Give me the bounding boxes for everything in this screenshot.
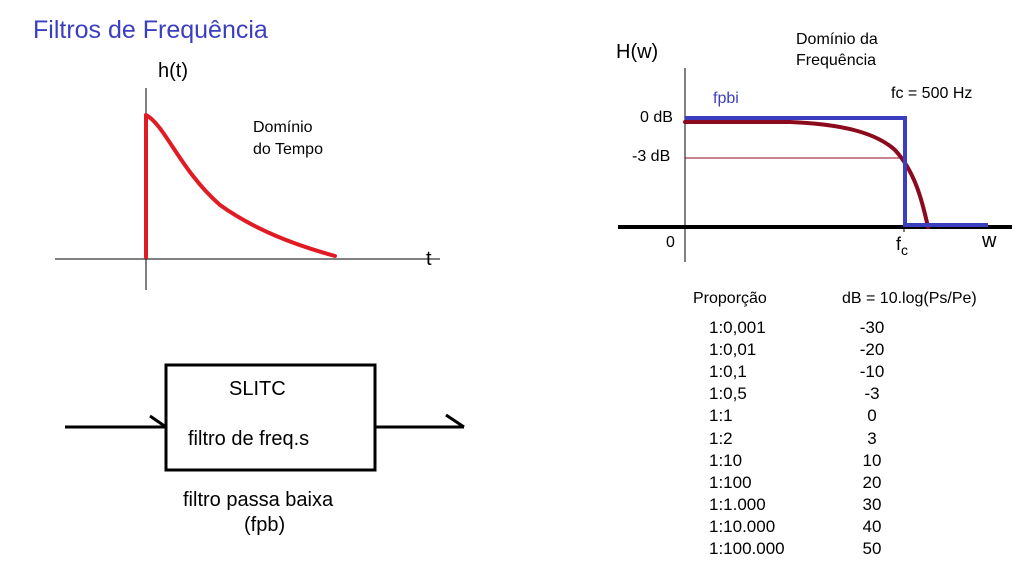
table-cell-db: -20: [859, 340, 885, 360]
table-header-db: dB = 10.log(Ps/Pe): [842, 290, 977, 307]
freq-y-label: H(w): [616, 41, 659, 63]
time-x-label: t: [426, 248, 432, 270]
fc-tick-label: fc: [896, 234, 908, 258]
table-cell-ratio: 1:1.000: [709, 494, 766, 514]
impulse-response-curve: [144, 113, 337, 259]
block-caption-1: filtro passa baixa: [183, 489, 334, 511]
output-arrow-head: [445, 413, 465, 429]
table-cell-db: -3: [864, 384, 880, 404]
table-cell-db: 50: [862, 539, 882, 558]
page-title: Filtros de Frequência: [33, 16, 268, 44]
input-arrow-head: [149, 414, 167, 429]
block-label-2: filtro de freq.s: [188, 428, 310, 450]
ideal-filter-label: fpbi: [713, 90, 739, 107]
table-cell-ratio: 1:0,5: [709, 384, 747, 404]
table-cell-db: 0: [867, 406, 877, 426]
table-cell-db: 10: [862, 450, 882, 470]
table-cell-ratio: 1:100.000: [709, 539, 785, 558]
table-cell-ratio: 1:0,001: [709, 318, 766, 337]
time-y-label: h(t): [158, 60, 188, 82]
freq-origin-label: 0: [666, 234, 675, 251]
level-0db-label: 0 dB: [640, 109, 673, 126]
table-cell-db: 30: [862, 494, 882, 514]
table-cell-ratio: 1:10.000: [709, 516, 776, 536]
table-cell-db: -30: [859, 318, 885, 337]
freq-caption-2: Frequência: [796, 52, 877, 69]
freq-caption-1: Domínio da: [796, 31, 878, 48]
fc-tick-sub: c: [901, 242, 909, 258]
table-cell-db: 40: [862, 516, 882, 536]
fc-value-label: fc = 500 Hz: [891, 85, 973, 102]
table-cell-ratio: 1:0,01: [709, 340, 757, 360]
table-cell-db: 20: [862, 472, 882, 492]
time-caption-2: do Tempo: [253, 141, 323, 158]
table-cell-ratio: 1:0,1: [709, 362, 747, 382]
fc-tick-main: f: [896, 234, 902, 254]
table-cell-ratio: 1:1: [709, 406, 733, 426]
level-3db-label: -3 dB: [632, 148, 671, 165]
block-label-1: SLITC: [229, 378, 286, 400]
table-cell-db: -10: [859, 362, 885, 382]
block-caption-2: (fpb): [244, 514, 286, 536]
table-cell-db: 3: [867, 428, 877, 448]
table-cell-ratio: 1:100: [709, 472, 752, 492]
ideal-filter-response: [685, 116, 988, 227]
table-cell-ratio: 1:2: [709, 428, 733, 448]
filter-block: [164, 363, 377, 472]
table-cell-ratio: 1:10: [709, 450, 743, 470]
time-caption-1: Domínio: [253, 119, 313, 136]
table-header-ratio: Proporção: [693, 290, 767, 307]
real-filter-response: [683, 120, 930, 229]
freq-x-label: w: [982, 230, 997, 252]
